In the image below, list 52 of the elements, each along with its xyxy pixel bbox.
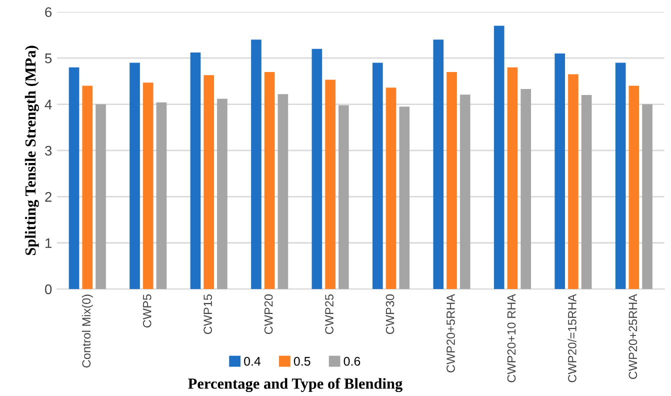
bar [494,26,504,290]
bar [142,82,154,290]
bar [190,52,201,290]
bar [581,95,592,290]
bar [325,80,336,290]
bar [568,74,578,290]
x-tick-label: Control Mix(0) [82,294,93,368]
x-tick-label: CWP5 [142,294,152,328]
x-tick-label: CWP20 [264,294,273,334]
x-tick-label: CWP20+5RHA [446,294,455,372]
x-axis-title: Percentage and Type of Blending [188,378,402,392]
bar [628,86,640,290]
bar [82,86,93,290]
legend-label: 0.4 [244,356,261,366]
x-tick-label: CWP20+10 RHA [507,294,516,382]
bar [96,104,106,290]
x-tick-label: CWP20+25RHA [628,294,638,379]
bar [446,72,457,290]
bar [204,75,214,290]
bar [433,40,444,290]
y-tick-label: 5 [45,54,52,64]
bar [338,105,349,290]
bar [372,62,383,290]
bar [460,94,470,290]
y-tick-label: 3 [44,146,52,156]
x-tick-label: CWP15 [204,294,212,334]
bar [312,48,322,290]
bar [615,62,626,290]
y-axis-title: Splitting Tensile Strength (MPa) [24,46,39,256]
bar [68,67,80,290]
x-tick-label: CWP20/=15RHA [568,294,576,382]
bar [520,89,531,290]
bar [217,98,228,290]
bar [642,104,652,290]
bar [156,102,167,290]
bar [278,94,288,290]
bar [554,53,566,290]
y-tick-label: 2 [45,192,52,202]
y-tick-label: 0 [44,284,52,294]
bar [251,40,262,290]
y-tick-label: 1 [46,238,52,248]
legend-label: 0.5 [294,356,310,366]
bar [507,67,518,290]
y-tick-label: 6 [45,7,52,18]
bar [386,88,396,290]
bar [399,106,410,290]
bar [264,72,275,290]
x-tick-label: CWP25 [325,294,334,334]
x-tick-label: CWP30 [386,294,394,334]
legend-label: 0.6 [344,356,360,366]
bar [130,62,140,290]
y-tick-label: 4 [44,100,52,110]
